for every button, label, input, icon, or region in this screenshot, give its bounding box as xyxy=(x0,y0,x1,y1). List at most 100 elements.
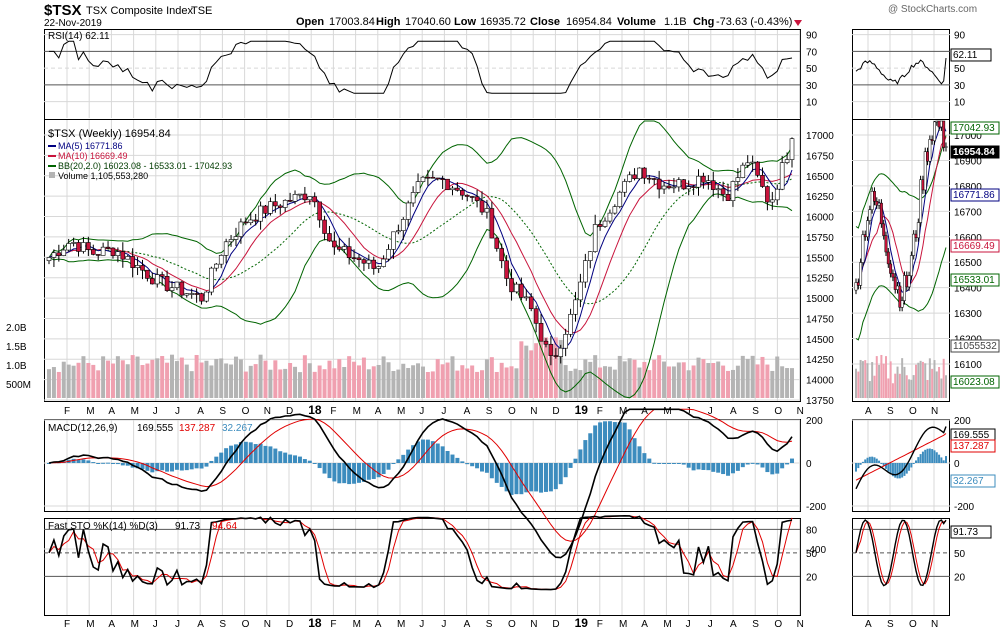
inset-price-tick: 16900 xyxy=(954,156,982,167)
candle-body xyxy=(578,281,583,301)
macd-hist-bar xyxy=(548,463,553,492)
macd-hist-bar xyxy=(632,438,637,463)
low-label: Low xyxy=(454,16,476,28)
macd-hist-bar xyxy=(612,422,617,463)
macd-hist-bar xyxy=(509,463,514,495)
macd-hist-bar xyxy=(627,429,632,463)
time-axis-label: D xyxy=(286,406,293,417)
macd-hist-bar xyxy=(785,463,790,465)
inset-macd-hist-bar xyxy=(931,449,934,463)
inset-sto-tick: 20 xyxy=(954,572,966,583)
candle-body xyxy=(174,281,180,289)
candle-body xyxy=(341,246,347,250)
volume-bar xyxy=(115,356,120,398)
candle-body xyxy=(81,242,86,252)
candle-body xyxy=(469,196,475,198)
volume-bar xyxy=(233,356,238,398)
inset-candle-body xyxy=(900,300,904,308)
volume-bar xyxy=(578,370,583,398)
inset-candle-body xyxy=(898,285,902,308)
candle-body xyxy=(346,246,352,259)
candle-body xyxy=(366,259,372,264)
candle-body xyxy=(317,201,322,221)
inset-macd-badge xyxy=(950,474,996,488)
inset-volume-bar xyxy=(855,368,857,398)
inset-macd-hist-bar xyxy=(912,463,915,464)
inset-rsi-badge-text: 62.11 xyxy=(953,50,978,61)
open-value: 17003.84 xyxy=(329,16,375,28)
candle-body xyxy=(720,188,726,195)
macd-hist-bar xyxy=(430,441,435,463)
macd-hist-bar xyxy=(455,457,460,463)
inset-rsi-tick: 10 xyxy=(954,98,966,109)
price-tick: 14000 xyxy=(806,376,834,387)
macd-hist-bar xyxy=(657,463,662,464)
volume-bar xyxy=(785,368,790,398)
inset-volume-bar xyxy=(917,362,920,398)
inset-main-frame xyxy=(852,29,950,402)
volume-bar xyxy=(219,358,224,398)
candle-body xyxy=(774,188,780,201)
volume-bar xyxy=(248,365,253,398)
volume-bar xyxy=(529,350,534,398)
inset-rsi-tick: 30 xyxy=(954,81,966,92)
volume-bar xyxy=(701,359,706,398)
volume-bar xyxy=(204,360,209,398)
inset-volume-bar xyxy=(875,356,878,398)
time-axis-label-bottom: O xyxy=(774,619,782,630)
candle-body xyxy=(386,249,391,260)
time-axis-label: S xyxy=(752,406,759,417)
inset-volume-bar xyxy=(880,354,883,398)
macd-hist-bar xyxy=(755,463,760,465)
macd-hist-bar xyxy=(110,463,115,464)
inset-sto-badge xyxy=(950,525,992,539)
time-axis-label: M xyxy=(131,406,139,417)
candle-body xyxy=(150,278,155,285)
volume-bar xyxy=(145,363,150,398)
volume-bar xyxy=(51,367,56,398)
macd-tick: 200 xyxy=(806,416,823,427)
macd-hist-bar xyxy=(140,463,145,470)
high-value: 17040.60 xyxy=(405,16,451,28)
candle-body xyxy=(361,259,367,264)
rsi-tick: 90 xyxy=(806,31,818,42)
candle-body xyxy=(573,299,578,315)
time-axis-label: A xyxy=(375,406,382,417)
candle-body xyxy=(612,206,618,214)
inset-price-tick: 16100 xyxy=(954,360,982,371)
candle-body xyxy=(223,241,229,256)
candle-body xyxy=(504,260,509,279)
time-axis-label-bottom: J xyxy=(708,619,713,630)
inset-macd-hist-bar xyxy=(896,463,899,479)
candle-body xyxy=(228,239,234,243)
candle-body xyxy=(706,180,711,183)
volume-bar xyxy=(170,354,175,398)
macd-hist-bar xyxy=(440,446,445,463)
candle-body xyxy=(263,205,268,214)
macd-hist-bar xyxy=(730,463,735,474)
volume-bar xyxy=(745,358,750,398)
time-axis-label-bottom: A xyxy=(464,619,471,630)
macd-hist-bar xyxy=(135,463,140,469)
time-axis-label: J xyxy=(686,406,691,417)
inset-candle-body xyxy=(863,234,867,238)
time-axis-label: A xyxy=(464,406,471,417)
inset-volume-bar xyxy=(873,375,876,398)
inset-macd-hist-bar xyxy=(921,451,924,463)
macd-hist-bar xyxy=(224,448,229,463)
macd-hist-bar xyxy=(179,463,184,471)
inset-macd-hist-bar xyxy=(873,457,876,463)
macd-hist-bar xyxy=(573,458,578,463)
inset-volume-bar xyxy=(857,371,860,398)
inset-candle-body xyxy=(889,263,893,274)
plot-layer: 17042.93 16954.84 16771.86 16669.49 16533.01… xyxy=(46,40,1000,591)
inset-macd-hist-bar xyxy=(917,457,920,463)
inset-candle-body xyxy=(879,202,883,225)
volume-bar xyxy=(504,367,509,398)
time-axis-label: S xyxy=(486,406,493,417)
volume-bar xyxy=(706,363,711,398)
sto-tick: 20 xyxy=(806,572,818,583)
inset-candle-body xyxy=(905,275,909,288)
volume-bar xyxy=(420,366,425,398)
macd-hist-bar xyxy=(484,463,489,473)
